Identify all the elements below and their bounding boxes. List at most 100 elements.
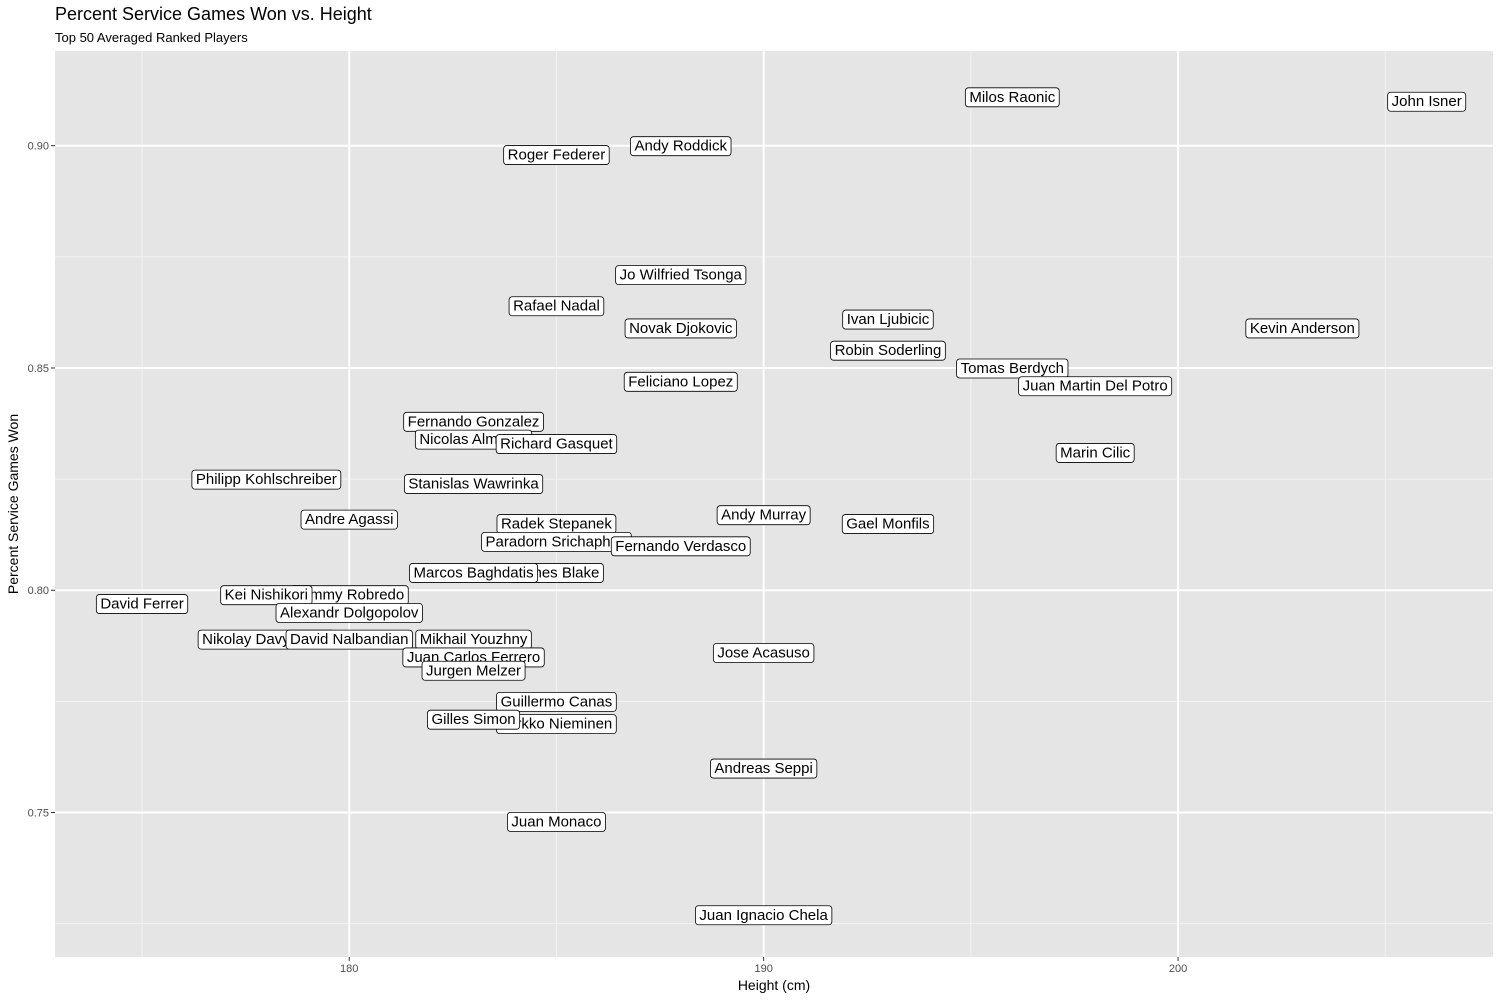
data-label-box — [1387, 91, 1467, 112]
data-label: David Nalbandian — [285, 629, 413, 650]
data-label-text: Juan Martin Del Potro — [1023, 378, 1168, 395]
data-label-box — [427, 709, 521, 730]
y-axis-title: Percent Service Games Won — [5, 414, 21, 594]
data-label: John Isner — [1387, 91, 1467, 112]
data-label-box — [1018, 376, 1173, 397]
major-gridlines — [55, 51, 1493, 957]
axes: 180 190 200 0.75 0.80 0.85 0.90 — [28, 141, 1188, 975]
data-label-box — [623, 371, 738, 392]
data-label-text: Rafael Nadal — [513, 298, 600, 315]
data-label-box — [421, 660, 526, 681]
data-label: Guillermo Canas — [496, 691, 617, 712]
data-label-text: Juan Ignacio Chela — [699, 907, 828, 924]
data-label-box — [285, 629, 413, 650]
data-label: Roger Federer — [503, 145, 610, 165]
data-label-box — [220, 585, 313, 606]
data-label-box — [956, 358, 1069, 379]
data-label-box — [830, 340, 946, 361]
data-label-text: Gilles Simon — [431, 711, 515, 728]
data-label-box — [695, 905, 833, 926]
data-label: Ivan Ljubicic — [842, 309, 934, 330]
data-label-text: Richard Gasquet — [500, 436, 613, 453]
data-label-text: Alexandr Dolgopolov — [280, 604, 419, 621]
data-label: Rafael Nadal — [508, 296, 605, 317]
minor-gridlines — [55, 51, 1493, 957]
data-label-text: Milos Raonic — [969, 89, 1055, 106]
data-label-box — [964, 87, 1060, 108]
data-label: Robin Soderling — [830, 340, 946, 361]
y-tick-label: 0.85 — [28, 363, 49, 375]
data-label: Andy Roddick — [630, 136, 732, 157]
data-label: Andreas Seppi — [710, 758, 818, 779]
chart-title: Percent Service Games Won vs. Height — [55, 4, 372, 24]
data-label-text: Andre Agassi — [305, 511, 393, 528]
data-label-text: Juan Monaco — [511, 813, 601, 830]
data-label-box — [1055, 443, 1135, 463]
data-label-box — [716, 505, 811, 526]
data-label-text: Tomas Berdych — [961, 360, 1064, 377]
data-label: Jo Wilfried Tsonga — [615, 265, 747, 286]
data-label-box — [191, 469, 342, 490]
data-label-text: Fernando Verdasco — [615, 538, 746, 555]
data-label-box — [842, 309, 934, 330]
data-label-box — [841, 514, 935, 534]
data-label-text: Gael Monfils — [846, 516, 929, 533]
x-axis-title: Height (cm) — [738, 977, 810, 993]
data-label-box — [507, 812, 606, 832]
data-label-box — [409, 563, 538, 583]
data-label-text: Marin Cilic — [1060, 444, 1131, 461]
data-label: Juan Monaco — [507, 812, 606, 832]
data-label: Gael Monfils — [841, 514, 935, 534]
data-labels: Milos Raonic John Isner Andy Roddick Roger … — [95, 87, 1467, 926]
data-label-text: Radek Stepanek — [501, 516, 612, 533]
data-label-box — [624, 318, 737, 339]
data-label-text: Philipp Kohlschreiber — [196, 471, 337, 488]
data-label-text: Robin Soderling — [835, 342, 942, 359]
data-label: Fernando Gonzalez — [403, 411, 544, 432]
data-label: Mikhail Youzhny — [415, 629, 532, 650]
data-label-text: Novak Djokovic — [629, 320, 733, 337]
data-label: Milos Raonic — [964, 87, 1060, 108]
data-label-box — [712, 643, 815, 663]
data-label: Juan Martin Del Potro — [1018, 376, 1173, 397]
data-label: Kevin Anderson — [1245, 318, 1360, 339]
data-label: Kei Nishikori — [220, 585, 313, 606]
data-label-box — [300, 509, 398, 530]
data-label: Fernando Verdasco — [610, 536, 751, 557]
data-label: Richard Gasquet — [495, 434, 618, 454]
data-label-text: Stanislas Wawrinka — [408, 476, 539, 493]
data-label-box — [1245, 318, 1360, 339]
data-label-text: Tommy Robredo — [294, 587, 404, 604]
data-label-text: Andreas Seppi — [714, 760, 812, 777]
data-label: Tomas Berdych — [956, 358, 1069, 379]
x-tick-label: 180 — [340, 963, 358, 975]
data-label-box — [495, 434, 618, 454]
data-label-text: Andy Roddick — [634, 138, 727, 155]
data-label-box — [496, 691, 617, 712]
data-label: Marin Cilic — [1055, 443, 1135, 463]
data-label-text: David Ferrer — [100, 596, 183, 613]
data-label: Jose Acasuso — [712, 643, 815, 663]
data-label-box — [403, 474, 544, 494]
data-label-text: Andy Murray — [721, 507, 807, 524]
data-label-text: Fernando Gonzalez — [408, 413, 540, 430]
data-label: Alexandr Dolgopolov — [275, 603, 423, 623]
data-label-text: Guillermo Canas — [501, 693, 613, 710]
data-label: Marcos Baghdatis — [409, 563, 538, 583]
x-tick-label: 190 — [754, 963, 772, 975]
data-label-box — [508, 296, 605, 317]
y-tick-label: 0.75 — [28, 808, 49, 820]
data-label-text: Paradorn Srichaphan — [486, 533, 628, 550]
data-label: Feliciano Lopez — [623, 371, 738, 392]
data-label: David Ferrer — [95, 594, 189, 614]
data-label: Gilles Simon — [427, 709, 521, 730]
data-label-text: Kevin Anderson — [1250, 320, 1355, 337]
data-label-text: David Nalbandian — [290, 631, 408, 648]
data-label: Novak Djokovic — [624, 318, 737, 339]
data-label: Paradorn Srichaphan — [481, 531, 632, 552]
data-label: Jurgen Melzer — [421, 660, 526, 681]
data-label-box — [503, 145, 610, 165]
data-label: Andy Murray — [716, 505, 811, 526]
y-tick-label: 0.80 — [28, 585, 49, 597]
